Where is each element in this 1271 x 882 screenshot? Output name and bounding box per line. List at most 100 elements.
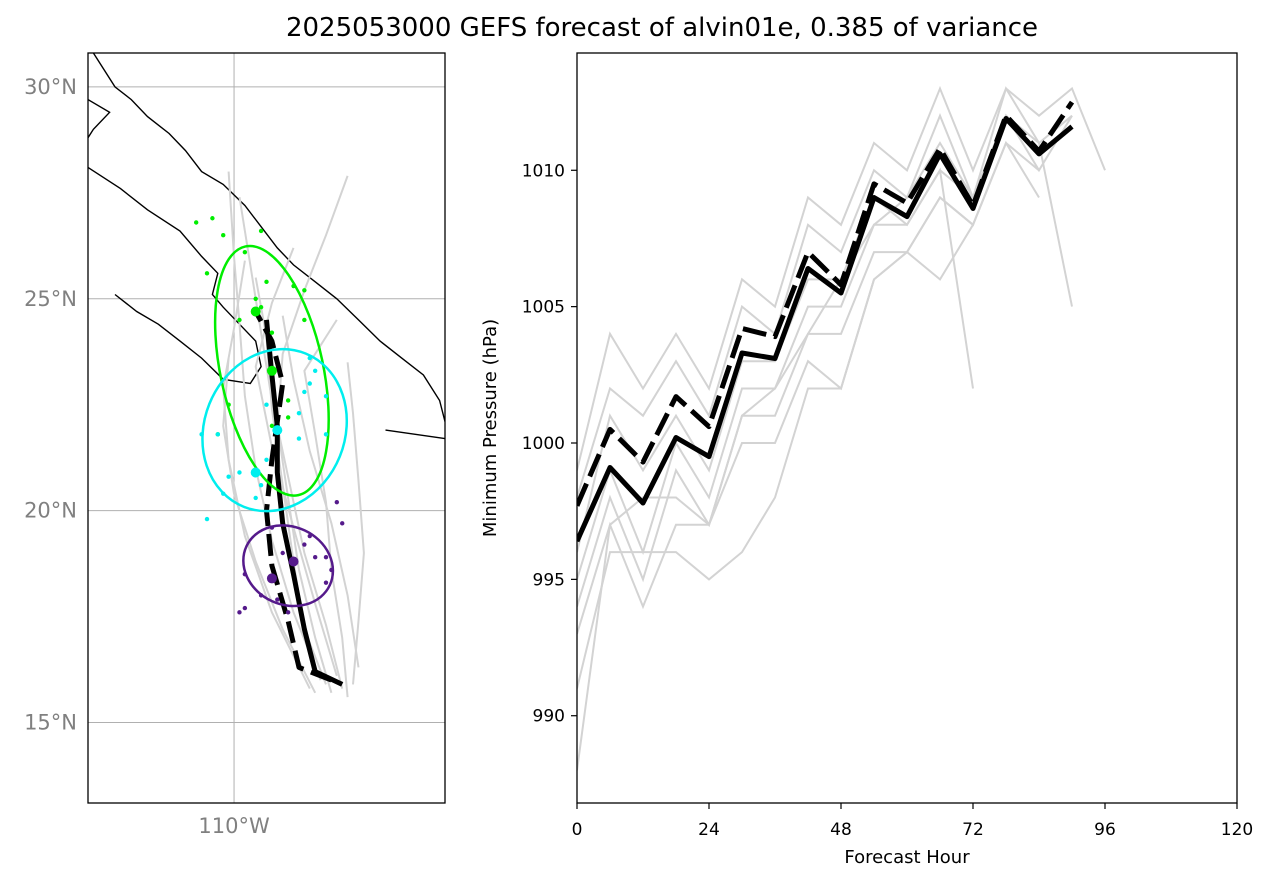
map-tick-labels: 30°N 25°N 20°N 15°N 110°W — [24, 75, 270, 838]
cluster-2-member-point — [237, 470, 242, 475]
cluster-2-ellipse — [201, 347, 349, 513]
cluster-2-mean-point — [272, 425, 283, 436]
y-axis-label: Minimum Pressure (hPa) — [480, 319, 501, 537]
ensemble-member-track — [222, 260, 311, 690]
cluster-3-member-point — [340, 521, 345, 526]
cluster-3-mean-point — [266, 573, 277, 584]
cluster-2-member-point — [307, 355, 312, 361]
cluster-2-member-point — [307, 381, 312, 386]
cluster-3-member-point — [329, 567, 334, 573]
cluster-3-member-point — [312, 555, 318, 560]
ensemble-member-pressure-line — [577, 224, 974, 635]
lon-tick-label: 110°W — [198, 814, 270, 838]
mean-tracks — [253, 310, 344, 687]
ensemble-member-pressure-line — [577, 86, 1073, 498]
cluster-2-member-point — [258, 483, 264, 488]
cluster-1-member-point — [302, 288, 307, 293]
deterministic-track — [253, 310, 333, 683]
cluster-2-member-point — [199, 432, 204, 437]
ensemble-mean-track — [264, 319, 344, 687]
cluster-1-member-point — [237, 317, 242, 323]
cluster-1-member-point — [269, 423, 275, 429]
cluster-3-mean-point — [288, 556, 299, 567]
coastline-segment — [88, 98, 111, 139]
ensemble-member-track — [222, 358, 317, 694]
cluster-1-member-point — [285, 415, 291, 420]
pressure-panel: 0 24 48 72 96 120 990 995 1000 1005 1010 Forecast … — [480, 52, 1253, 868]
cluster-3-member-point — [302, 542, 307, 547]
cluster-3-member-point — [258, 593, 264, 598]
cluster-1-member-point — [264, 279, 269, 285]
cluster-2-mean-point — [250, 467, 261, 478]
cluster-2-member-point — [253, 495, 258, 501]
lat-tick-label: 15°N — [24, 710, 77, 734]
cluster-2-member-point — [296, 436, 302, 441]
y-tick-label: 995 — [533, 570, 565, 590]
cluster-2-member-point — [221, 491, 226, 496]
cluster-1-member-point — [291, 283, 296, 289]
x-tick-label: 48 — [830, 820, 852, 840]
x-tick-label: 24 — [698, 820, 720, 840]
ensemble-member-track — [238, 196, 344, 689]
cluster-3-member-point — [275, 597, 280, 602]
ensemble-member-track — [276, 175, 349, 694]
cluster-1-member-point — [253, 296, 258, 301]
lat-tick-label: 25°N — [24, 287, 77, 311]
cluster-1-mean-point — [250, 306, 261, 317]
coastline-segment — [88, 166, 262, 385]
ensemble-member-pressure-line — [577, 140, 1040, 607]
coastline-segment — [92, 53, 445, 422]
cluster-3-member-point — [237, 610, 242, 615]
cluster-1-member-point — [258, 228, 264, 234]
cluster-2-member-point — [296, 410, 302, 416]
cluster-2-member-point — [323, 394, 329, 399]
ensemble-member-pressure-line — [577, 85, 1106, 471]
cluster-3-member-point — [334, 499, 340, 505]
cluster-1-member-point — [242, 249, 248, 255]
ensemble-member-pressure-line — [577, 141, 1040, 689]
y-tick-label: 990 — [533, 707, 565, 727]
cluster-3-member-point — [285, 610, 291, 615]
deterministic-pressure-line — [577, 100, 1075, 507]
y-tick-label: 1010 — [522, 161, 565, 181]
cluster-1-member-point — [226, 402, 231, 407]
pressure-plot-frame — [576, 52, 1238, 804]
cluster-3-member-point — [242, 571, 248, 577]
x-tick-label: 120 — [1221, 820, 1253, 840]
cluster-2-member-point — [312, 368, 318, 373]
cluster-3-member-point — [269, 525, 275, 530]
map-gridlines — [88, 53, 445, 803]
cluster-1-member-point — [193, 220, 199, 225]
cluster-2-member-point — [302, 389, 307, 395]
ensemble-member-track — [346, 362, 365, 685]
cluster-1-member-point — [210, 216, 215, 221]
cluster-2-member-point — [323, 432, 329, 437]
lat-tick-label: 20°N — [24, 499, 77, 523]
cluster-3-member-point — [307, 533, 312, 539]
x-tick-label: 96 — [1094, 820, 1116, 840]
figure-title: 2025053000 GEFS forecast of alvin01e, 0.… — [286, 13, 1038, 43]
cluster-3-ellipse — [242, 524, 335, 608]
cluster-1-member-point — [204, 271, 210, 276]
cluster-3-member-point — [280, 550, 285, 556]
cluster-ellipses — [193, 216, 349, 615]
y-tick-label: 1005 — [522, 298, 565, 318]
cluster-2-member-point — [264, 457, 269, 462]
cluster-1-member-point — [269, 330, 275, 335]
cluster-1-member-point — [302, 317, 307, 323]
pressure-axis-ticks: 0 24 48 72 96 120 990 995 1000 1005 1010 — [522, 161, 1253, 840]
ensemble-member-pressure-line — [577, 114, 1073, 580]
cluster-1-mean-point — [266, 365, 277, 376]
cluster-2-member-point — [215, 432, 221, 437]
cluster-3-member-point — [323, 555, 329, 560]
coastline-segment — [385, 429, 445, 440]
cluster-2-member-point — [226, 474, 231, 479]
ensemble-member-pressure-lines — [577, 85, 1106, 771]
cluster-1-member-point — [285, 398, 291, 403]
lat-tick-label: 30°N — [24, 75, 77, 99]
cluster-1-member-point — [221, 233, 226, 238]
cluster-1-member-point — [258, 305, 264, 310]
map-frame — [87, 52, 446, 804]
x-tick-label: 72 — [962, 820, 984, 840]
